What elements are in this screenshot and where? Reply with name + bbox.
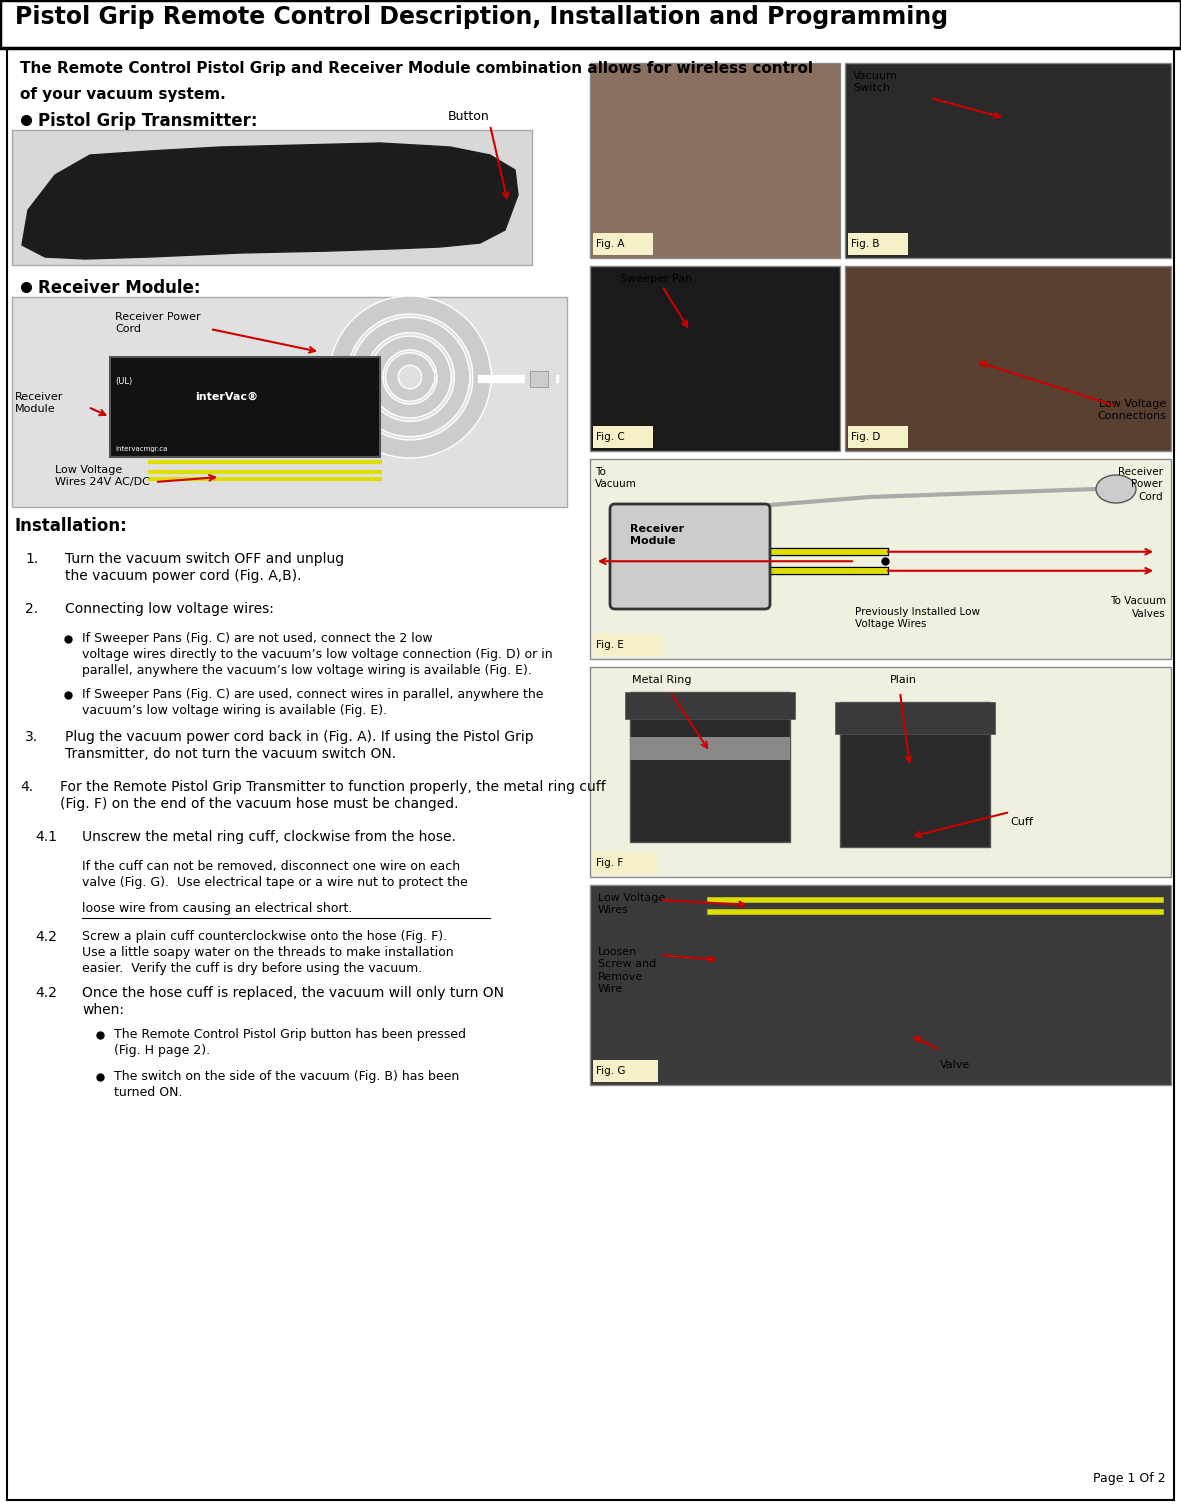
FancyBboxPatch shape — [593, 1059, 658, 1082]
Text: loose wire from causing an electrical short.: loose wire from causing an electrical sh… — [81, 903, 352, 915]
FancyBboxPatch shape — [840, 702, 990, 847]
Text: Sweeper Pan: Sweeper Pan — [620, 274, 692, 283]
FancyBboxPatch shape — [835, 702, 996, 734]
FancyBboxPatch shape — [7, 48, 1174, 1499]
Text: Page 1 Of 2: Page 1 Of 2 — [1094, 1472, 1166, 1484]
FancyBboxPatch shape — [0, 0, 1181, 48]
Text: The switch on the side of the vacuum (Fig. B) has been
turned ON.: The switch on the side of the vacuum (Fi… — [115, 1070, 459, 1099]
Text: The Remote Control Pistol Grip button has been pressed
(Fig. H page 2).: The Remote Control Pistol Grip button ha… — [115, 1028, 466, 1056]
FancyBboxPatch shape — [12, 130, 531, 265]
Text: Fig. C: Fig. C — [596, 433, 625, 442]
Text: Screw a plain cuff counterclockwise onto the hose (Fig. F).
Use a little soapy w: Screw a plain cuff counterclockwise onto… — [81, 930, 454, 975]
Text: Receiver Module:: Receiver Module: — [38, 279, 201, 297]
Text: Button: Button — [448, 110, 490, 124]
Text: Loosen
Screw and
Remove
Wire: Loosen Screw and Remove Wire — [598, 946, 657, 995]
Text: intervacmgr.ca: intervacmgr.ca — [115, 446, 168, 452]
FancyBboxPatch shape — [844, 63, 1172, 258]
Text: Turn the vacuum switch OFF and unplug
the vacuum power cord (Fig. A,B).: Turn the vacuum switch OFF and unplug th… — [65, 552, 344, 583]
FancyBboxPatch shape — [629, 737, 790, 760]
Text: Fig. G: Fig. G — [596, 1065, 626, 1076]
Text: Receiver
Module: Receiver Module — [15, 392, 64, 414]
Text: Fig. E: Fig. E — [596, 640, 624, 650]
Text: Receiver
Module: Receiver Module — [629, 524, 684, 547]
Text: Fig. F: Fig. F — [596, 857, 624, 868]
Text: If the cuff can not be removed, disconnect one wire on each
valve (Fig. G).  Use: If the cuff can not be removed, disconne… — [81, 860, 468, 889]
FancyBboxPatch shape — [590, 668, 1172, 877]
Text: Low Voltage
Wires: Low Voltage Wires — [598, 894, 665, 915]
Text: 2.: 2. — [25, 601, 38, 616]
Text: Valve: Valve — [940, 1059, 971, 1070]
Text: 4.2: 4.2 — [35, 930, 57, 943]
FancyBboxPatch shape — [629, 692, 790, 842]
Text: 4.1: 4.1 — [35, 830, 57, 844]
Text: 4.: 4. — [20, 781, 33, 794]
FancyBboxPatch shape — [530, 371, 548, 387]
FancyBboxPatch shape — [611, 503, 770, 609]
FancyBboxPatch shape — [593, 851, 658, 874]
Polygon shape — [22, 143, 518, 259]
Text: 1.: 1. — [25, 552, 38, 567]
FancyBboxPatch shape — [590, 267, 840, 451]
FancyBboxPatch shape — [593, 634, 663, 656]
Text: of your vacuum system.: of your vacuum system. — [20, 87, 226, 102]
Text: Receiver
Power
Cord: Receiver Power Cord — [1118, 467, 1163, 502]
Text: Metal Ring: Metal Ring — [632, 675, 692, 686]
FancyBboxPatch shape — [590, 63, 840, 258]
Text: Plug the vacuum power cord back in (Fig. A). If using the Pistol Grip
Transmitte: Plug the vacuum power cord back in (Fig.… — [65, 729, 534, 761]
Text: Fig. D: Fig. D — [852, 433, 880, 442]
Text: Once the hose cuff is replaced, the vacuum will only turn ON
when:: Once the hose cuff is replaced, the vacu… — [81, 986, 504, 1017]
Text: The Remote Control Pistol Grip and Receiver Module combination allows for wirele: The Remote Control Pistol Grip and Recei… — [20, 60, 813, 75]
Text: Pistol Grip Remote Control Description, Installation and Programming: Pistol Grip Remote Control Description, … — [15, 5, 948, 29]
Text: Receiver Power
Cord: Receiver Power Cord — [115, 312, 201, 335]
Text: For the Remote Pistol Grip Transmitter to function properly, the metal ring cuff: For the Remote Pistol Grip Transmitter t… — [60, 781, 606, 811]
Text: 3.: 3. — [25, 729, 38, 744]
FancyBboxPatch shape — [590, 460, 1172, 659]
Text: Plain: Plain — [890, 675, 916, 686]
FancyBboxPatch shape — [12, 297, 567, 506]
Text: To
Vacuum: To Vacuum — [595, 467, 637, 490]
FancyBboxPatch shape — [590, 885, 1172, 1085]
FancyBboxPatch shape — [593, 426, 653, 448]
Text: Installation:: Installation: — [15, 517, 128, 535]
FancyBboxPatch shape — [848, 426, 908, 448]
Text: Fig. B: Fig. B — [852, 240, 880, 249]
Text: Low Voltage
Connections: Low Voltage Connections — [1097, 398, 1166, 420]
Text: Low Voltage
Wires 24V AC/DC: Low Voltage Wires 24V AC/DC — [56, 466, 150, 487]
Text: To Vacuum
Valves: To Vacuum Valves — [1110, 597, 1166, 619]
FancyBboxPatch shape — [110, 357, 380, 457]
Text: Vacuum
Switch: Vacuum Switch — [853, 71, 898, 93]
Text: Previously Installed Low
Voltage Wires: Previously Installed Low Voltage Wires — [855, 607, 980, 628]
Text: 4.2: 4.2 — [35, 986, 57, 1001]
FancyBboxPatch shape — [844, 267, 1172, 451]
Text: If Sweeper Pans (Fig. C) are not used, connect the 2 low
voltage wires directly : If Sweeper Pans (Fig. C) are not used, c… — [81, 631, 553, 677]
Ellipse shape — [1096, 475, 1136, 503]
FancyBboxPatch shape — [625, 692, 795, 719]
Text: If Sweeper Pans (Fig. C) are used, connect wires in parallel, anywhere the
vacuu: If Sweeper Pans (Fig. C) are used, conne… — [81, 689, 543, 717]
Text: Cuff: Cuff — [1010, 817, 1033, 827]
Text: Pistol Grip Transmitter:: Pistol Grip Transmitter: — [38, 112, 257, 130]
Text: Unscrew the metal ring cuff, clockwise from the hose.: Unscrew the metal ring cuff, clockwise f… — [81, 830, 456, 844]
Text: interVac®: interVac® — [195, 392, 259, 402]
Text: Fig. A: Fig. A — [596, 240, 625, 249]
FancyBboxPatch shape — [848, 234, 908, 255]
Text: (UL): (UL) — [115, 377, 132, 386]
FancyBboxPatch shape — [593, 234, 653, 255]
Text: Connecting low voltage wires:: Connecting low voltage wires: — [65, 601, 274, 616]
